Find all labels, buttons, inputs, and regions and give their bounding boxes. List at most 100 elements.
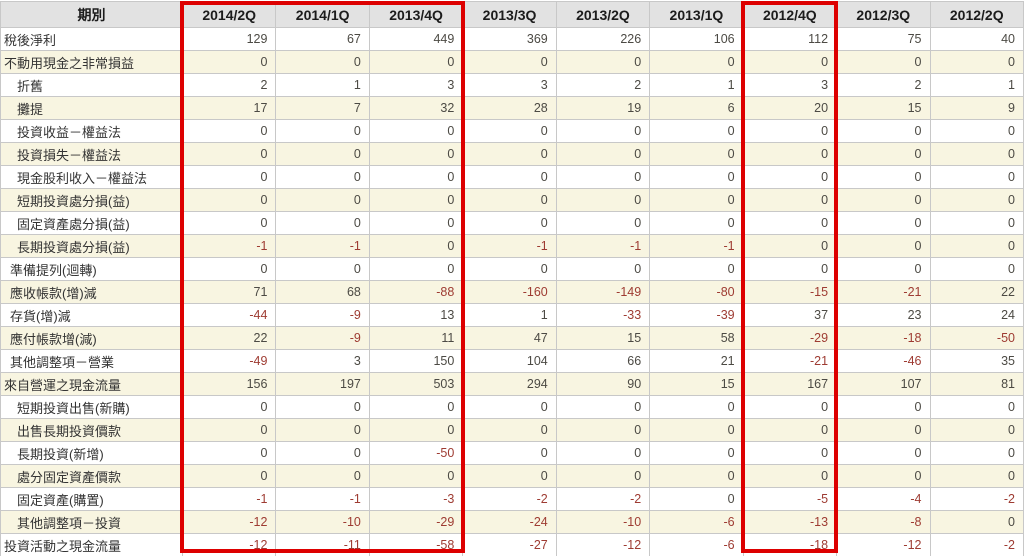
value-cell: 0: [462, 50, 557, 74]
value-cell: 112: [742, 27, 838, 51]
value-cell: 503: [368, 372, 464, 396]
value-cell: 0: [368, 395, 464, 419]
row-label: 稅後淨利: [0, 27, 183, 51]
row-label: 固定資產(購置): [0, 487, 183, 511]
column-header-quarter: 2014/1Q: [275, 1, 370, 28]
value-cell: 21: [649, 349, 744, 373]
value-cell: 0: [181, 418, 277, 442]
value-cell: 0: [742, 142, 838, 166]
value-cell: 294: [462, 372, 557, 396]
value-cell: 0: [929, 165, 1024, 189]
column-header-quarter: 2013/3Q: [462, 1, 557, 28]
value-cell: 0: [181, 165, 277, 189]
value-cell: 2: [181, 73, 277, 97]
value-cell: 3: [462, 73, 557, 97]
value-cell: 0: [181, 395, 277, 419]
value-cell: 0: [929, 188, 1024, 212]
value-cell: -1: [555, 234, 651, 258]
row-label: 其他調整項－營業: [0, 349, 183, 373]
value-cell: 6: [649, 96, 744, 120]
value-cell: -13: [742, 510, 838, 534]
value-cell: 0: [742, 188, 838, 212]
row-label: 投資活動之現金流量: [0, 533, 183, 556]
table-row: 長期投資處分損(益) -1 -1 0 -1 -1 -1 0 0 0: [0, 234, 1024, 258]
value-cell: -6: [649, 510, 744, 534]
value-cell: 37: [742, 303, 838, 327]
value-cell: 0: [649, 395, 744, 419]
value-cell: 129: [181, 27, 277, 51]
value-cell: -46: [836, 349, 931, 373]
value-cell: -27: [462, 533, 557, 556]
value-cell: -10: [275, 510, 370, 534]
row-label: 長期投資處分損(益): [0, 234, 183, 258]
value-cell: -6: [649, 533, 744, 556]
value-cell: -149: [555, 280, 651, 304]
value-cell: 0: [462, 188, 557, 212]
value-cell: 0: [742, 211, 838, 235]
value-cell: 22: [181, 326, 277, 350]
value-cell: 3: [275, 349, 370, 373]
table-row: 其他調整項－投資 -12 -10 -29 -24 -10 -6 -13 -8 0: [0, 510, 1024, 534]
value-cell: 0: [555, 50, 651, 74]
value-cell: 0: [275, 464, 370, 488]
value-cell: -18: [836, 326, 931, 350]
value-cell: 0: [836, 211, 931, 235]
value-cell: -12: [555, 533, 651, 556]
value-cell: 0: [181, 50, 277, 74]
value-cell: 226: [555, 27, 651, 51]
value-cell: 0: [368, 464, 464, 488]
value-cell: 0: [929, 257, 1024, 281]
column-header-quarter: 2012/4Q: [742, 1, 838, 28]
table-header: 期別 2014/2Q 2014/1Q 2013/4Q 2013/3Q 2013/2Q 201…: [0, 1, 1024, 28]
value-cell: 0: [368, 119, 464, 143]
value-cell: 24: [929, 303, 1024, 327]
value-cell: 0: [555, 188, 651, 212]
value-cell: 0: [555, 257, 651, 281]
value-cell: 0: [836, 234, 931, 258]
value-cell: 0: [836, 441, 931, 465]
value-cell: 0: [836, 50, 931, 74]
value-cell: 0: [649, 487, 744, 511]
value-cell: -12: [181, 510, 277, 534]
value-cell: 90: [555, 372, 651, 396]
value-cell: 0: [836, 165, 931, 189]
value-cell: 40: [929, 27, 1024, 51]
row-label: 應收帳款(增)減: [0, 280, 183, 304]
value-cell: 22: [929, 280, 1024, 304]
table-row: 稅後淨利 129 67 449 369 226 106 112 75 40: [0, 27, 1024, 51]
value-cell: -15: [742, 280, 838, 304]
value-cell: -10: [555, 510, 651, 534]
value-cell: 0: [555, 211, 651, 235]
value-cell: 67: [275, 27, 370, 51]
value-cell: 0: [742, 257, 838, 281]
row-label: 短期投資出售(新購): [0, 395, 183, 419]
value-cell: 35: [929, 349, 1024, 373]
value-cell: -29: [742, 326, 838, 350]
value-cell: 0: [555, 441, 651, 465]
value-cell: 68: [275, 280, 370, 304]
row-label: 投資損失－權益法: [0, 142, 183, 166]
table-row: 短期投資處分損(益) 0 0 0 0 0 0 0 0 0: [0, 188, 1024, 212]
row-label: 短期投資處分損(益): [0, 188, 183, 212]
value-cell: -9: [275, 303, 370, 327]
value-cell: 0: [368, 165, 464, 189]
value-cell: 32: [368, 96, 464, 120]
value-cell: 0: [929, 464, 1024, 488]
column-header-quarter: 2012/3Q: [836, 1, 931, 28]
header-row: 期別 2014/2Q 2014/1Q 2013/4Q 2013/3Q 2013/2Q 201…: [0, 1, 1024, 28]
value-cell: -21: [742, 349, 838, 373]
value-cell: 81: [929, 372, 1024, 396]
value-cell: 3: [368, 73, 464, 97]
value-cell: 0: [836, 119, 931, 143]
value-cell: -50: [929, 326, 1024, 350]
value-cell: 47: [462, 326, 557, 350]
value-cell: 0: [742, 418, 838, 442]
value-cell: -44: [181, 303, 277, 327]
value-cell: -11: [275, 533, 370, 556]
value-cell: -2: [929, 533, 1024, 556]
value-cell: 0: [649, 441, 744, 465]
value-cell: 3: [742, 73, 838, 97]
row-label: 投資收益－權益法: [0, 119, 183, 143]
value-cell: -12: [181, 533, 277, 556]
